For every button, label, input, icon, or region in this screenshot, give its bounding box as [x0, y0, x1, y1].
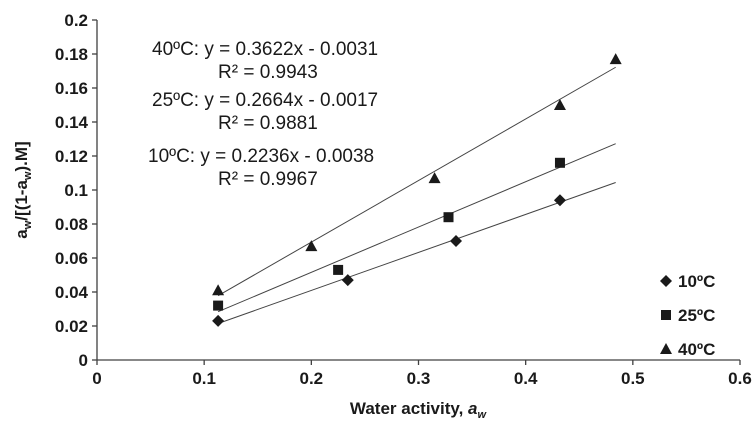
data-point [212, 284, 225, 296]
y-ticks: 0 0.02 0.04 0.06 0.08 0.1 0.12 0.14 0.16 0.18 0.2 [55, 11, 97, 370]
legend-marker [660, 343, 672, 354]
y-axis-title-part-3: ).M] [12, 141, 31, 171]
y-axis-title-sub-1: w [22, 220, 34, 230]
y-tick-label: 0.04 [55, 283, 89, 302]
equation-labels: 40ºC: y = 0.3622x - 0.0031 R² = 0.9943 2… [148, 39, 378, 190]
r2-10c: R² = 0.9967 [218, 169, 318, 190]
trendline [217, 143, 616, 313]
y-tick-label: 0.18 [55, 45, 88, 64]
legend-marker [660, 275, 672, 287]
equation-10c: 10ºC: y = 0.2236x - 0.0038 [148, 146, 374, 167]
y-axis-title: aw/[(1-aw).M] [12, 141, 34, 238]
x-axis-title: Water activity, aw [350, 399, 488, 421]
x-tick-label: 0.5 [621, 369, 645, 388]
equation-25c: 25ºC: y = 0.2664x - 0.0017 [152, 90, 378, 111]
data-point [553, 194, 566, 207]
r2-25c: R² = 0.9881 [218, 113, 318, 134]
x-ticks: 0 0.1 0.2 0.3 0.4 0.5 0.6 [92, 360, 752, 388]
y-axis-title-part-1: a [12, 229, 31, 239]
legend-label: 40ºC [678, 340, 715, 359]
legend-marker [661, 310, 671, 320]
x-tick-label: 0.1 [192, 369, 216, 388]
y-tick-label: 0 [79, 351, 88, 370]
trendline [217, 66, 616, 297]
x-axis-title-var: a [468, 399, 477, 418]
y-tick-label: 0.06 [55, 249, 88, 268]
legend-label: 10ºC [678, 272, 715, 291]
y-tick-label: 0.14 [55, 113, 89, 132]
data-point [443, 212, 454, 223]
x-tick-label: 0 [92, 369, 101, 388]
data-point [333, 264, 344, 275]
y-tick-label: 0.08 [55, 215, 88, 234]
data-point [428, 172, 441, 184]
legend: 10ºC 25ºC 40ºC [660, 272, 715, 359]
data-point [554, 157, 565, 168]
x-tick-label: 0.3 [407, 369, 431, 388]
x-tick-label: 0.6 [728, 369, 752, 388]
data-markers [212, 53, 622, 327]
y-axis-title-part-2: /[(1-a [12, 180, 31, 221]
y-tick-label: 0.12 [55, 147, 88, 166]
data-point [213, 300, 224, 311]
y-tick-label: 0.02 [55, 317, 88, 336]
data-point [553, 99, 566, 110]
data-point [305, 240, 318, 252]
x-tick-label: 0.2 [300, 369, 324, 388]
y-tick-label: 0.2 [64, 11, 88, 30]
x-axis-title-main: Water activity, [350, 399, 468, 418]
data-point [341, 274, 354, 287]
data-point [450, 235, 463, 247]
x-tick-label: 0.4 [514, 369, 538, 388]
data-point [609, 53, 622, 65]
data-point [212, 314, 225, 327]
y-tick-label: 0.1 [64, 181, 88, 200]
x-axis-title-sub: w [478, 409, 488, 421]
equation-40c: 40ºC: y = 0.3622x - 0.0031 [152, 39, 378, 60]
axes [96, 20, 740, 361]
trendlines [217, 66, 616, 324]
r2-40c: R² = 0.9943 [218, 62, 318, 83]
y-axis-title-sub-2: w [22, 171, 34, 181]
legend-label: 25ºC [678, 306, 715, 325]
trendline [217, 182, 616, 324]
y-tick-label: 0.16 [55, 79, 88, 98]
